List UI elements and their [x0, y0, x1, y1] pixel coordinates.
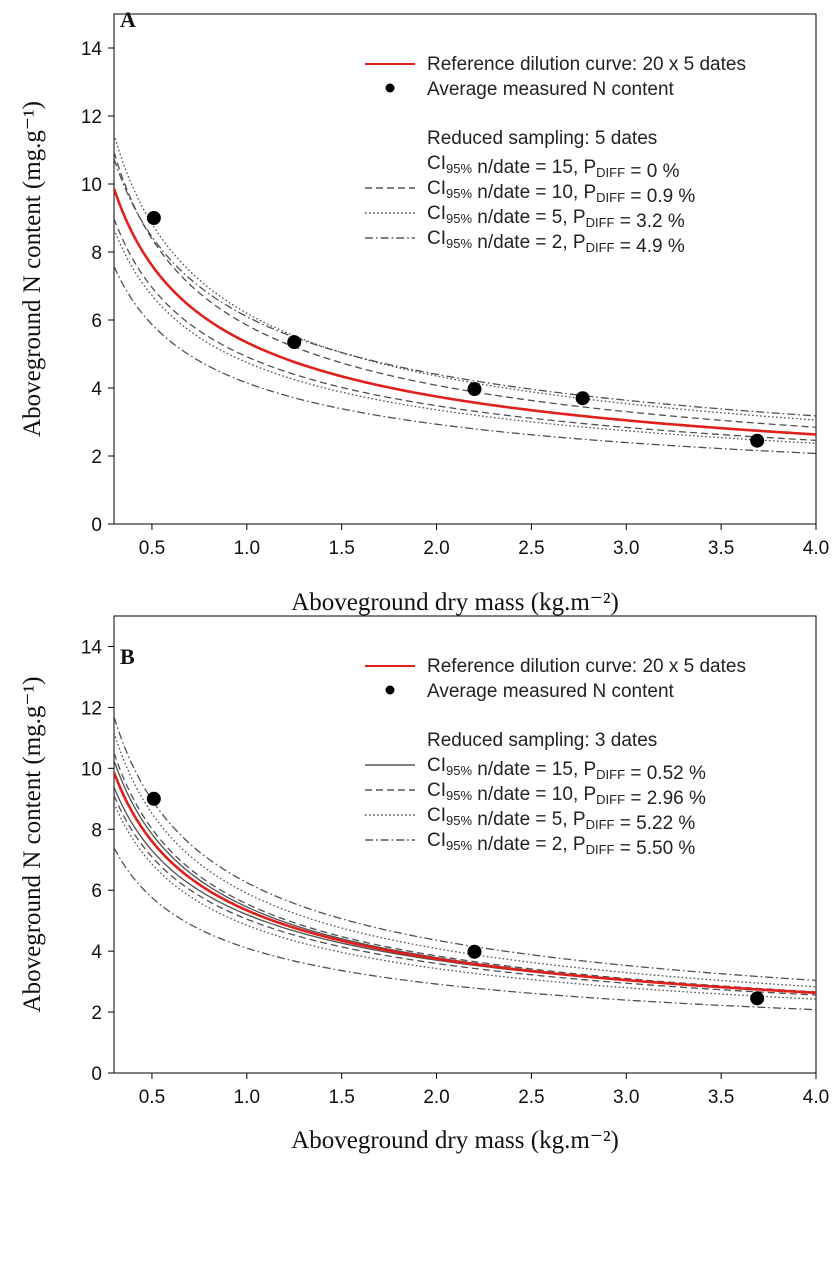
x-tick-label: 1.0 [234, 1087, 260, 1108]
x-tick-label: 0.5 [139, 538, 165, 559]
reference-dilution-curve [114, 771, 816, 995]
measured-point [467, 382, 482, 397]
legend: Reference dilution curve: 20 x 5 dates Av… [365, 656, 746, 859]
reference-dilution-curve [114, 188, 816, 436]
x-tick-label: 2.0 [423, 538, 449, 559]
legend-label-points: Average measured N content [427, 79, 675, 100]
legend-heading-reduced-sampling: Reduced sampling: 3 dates [427, 730, 657, 751]
legend-label-n5: CI95% n/date = 5, PDIFF = 5.22 % [427, 805, 695, 834]
legend-label-n15: CI95% n/date = 15, PDIFF = 0 % [427, 153, 680, 182]
y-tick-label: 12 [81, 107, 102, 128]
y-tick-label: 0 [91, 1064, 102, 1085]
legend-label-reference: Reference dilution curve: 20 x 5 dates [427, 656, 746, 677]
ci95-lower-bound-n5 [114, 228, 816, 444]
x-tick-label: 1.0 [234, 538, 260, 559]
y-tick-label: 6 [91, 311, 102, 332]
x-tick-label: 1.5 [328, 538, 354, 559]
ci95-upper-bound-n10 [114, 752, 816, 993]
y-tick-label: 12 [81, 698, 102, 719]
y-tick-label: 2 [91, 1003, 102, 1024]
curves [114, 716, 816, 1011]
x-tick-label: 3.5 [708, 538, 734, 559]
ci95-upper-bound-n2 [114, 158, 816, 417]
y-tick-label: 10 [81, 759, 102, 780]
y-tick-label: 14 [81, 637, 103, 658]
measured-point [750, 433, 765, 448]
legend-label-points: Average measured N content [427, 681, 675, 702]
measured-point [146, 211, 161, 225]
legend-swatch-points [385, 83, 395, 93]
y-tick-label: 4 [91, 942, 102, 963]
plot-frame [113, 615, 817, 1074]
legend-label-n10: CI95% n/date = 10, PDIFF = 2.96 % [427, 780, 706, 809]
x-tick-label: 4.0 [803, 538, 829, 559]
x-axis-label: Aboveground dry mass (kg.m⁻²) [291, 589, 619, 616]
ci95-lower-bound-n2 [114, 847, 816, 1011]
x-tick-label: 3.5 [708, 1087, 734, 1108]
ci95-lower-bound-n2 [114, 266, 816, 455]
panel-label: A [120, 7, 136, 32]
ci95-upper-bound-n5 [114, 732, 816, 988]
y-tick-label: 14 [81, 39, 103, 60]
legend-label-n2: CI95% n/date = 2, PDIFF = 4.9 % [427, 228, 685, 257]
y-tick-label: 0 [91, 515, 102, 536]
legend-label-n15: CI95% n/date = 15, PDIFF = 0.52 % [427, 755, 706, 784]
chart-panel-b: 0 2 4 6 8 10 12 14 0.5 1.0 1.5 2.0 2.5 3.0 3.5 4.0 Above… [19, 615, 829, 1154]
measured-point [575, 391, 590, 406]
ci95-lower-bound-n10 [114, 795, 816, 996]
legend-heading-reduced-sampling: Reduced sampling: 5 dates [427, 128, 657, 149]
measured-point [467, 944, 482, 959]
ci95-lower-bound-n10 [114, 218, 816, 442]
x-tick-label: 4.0 [803, 1087, 829, 1108]
x-tick-label: 3.0 [613, 538, 639, 559]
ci95-upper-bound-n5 [114, 134, 816, 421]
plot-frame [113, 13, 817, 525]
ci95-lower-bound-n5 [114, 802, 816, 1000]
measured-point [146, 791, 161, 806]
measured-point [750, 991, 765, 1006]
legend-label-reference: Reference dilution curve: 20 x 5 dates [427, 54, 746, 75]
legend-label-n5: CI95% n/date = 5, PDIFF = 3.2 % [427, 203, 685, 232]
x-tick-label: 2.0 [423, 1087, 449, 1108]
y-tick-label: 8 [91, 243, 102, 264]
x-axis-label: Aboveground dry mass (kg.m⁻²) [291, 1127, 619, 1154]
y-axis-label: Aboveground N content (mg.g⁻¹) [19, 677, 46, 1013]
x-tick-label: 1.5 [328, 1087, 354, 1108]
ci95-upper-bound-n2 [114, 716, 816, 982]
y-tick-label: 4 [91, 379, 102, 400]
y-tick-label: 2 [91, 447, 102, 468]
x-tick-label: 2.5 [518, 538, 544, 559]
x-tick-label: 3.0 [613, 1087, 639, 1108]
measured-point [287, 335, 302, 350]
legend-label-n2: CI95% n/date = 2, PDIFF = 5.50 % [427, 830, 695, 859]
y-tick-label: 8 [91, 820, 102, 841]
x-tick-label: 2.5 [518, 1087, 544, 1108]
legend: Reference dilution curve: 20 x 5 dates Av… [365, 54, 746, 257]
x-tick-label: 0.5 [139, 1087, 165, 1108]
curves [114, 134, 816, 455]
y-tick-label: 6 [91, 881, 102, 902]
legend-swatch-points [385, 685, 395, 695]
ci95-upper-bound-n10 [114, 151, 816, 428]
chart-panel-a: 0 2 4 6 8 10 12 14 0.5 1.0 1.5 2.0 2.5 3.0 3.5 4.0 Above… [19, 7, 829, 616]
legend-label-n10: CI95% n/date = 10, PDIFF = 0.9 % [427, 178, 695, 207]
y-axis-label: Aboveground N content (mg.g⁻¹) [19, 101, 46, 437]
y-tick-label: 10 [81, 175, 102, 196]
panel-label: B [120, 644, 135, 669]
